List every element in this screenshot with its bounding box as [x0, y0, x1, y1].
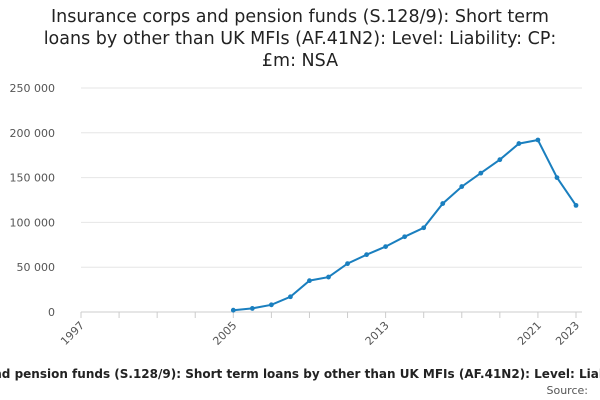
axes: [80, 311, 582, 318]
legend-entry[interactable]: Insurance corps and pension funds (S.128…: [0, 367, 600, 381]
legend: Insurance corps and pension funds (S.128…: [0, 367, 600, 383]
data-point[interactable]: [535, 137, 541, 143]
y-tick-label: 100 000: [10, 216, 56, 229]
grid-lines: [81, 87, 582, 268]
data-point[interactable]: [345, 261, 350, 267]
x-tick-label: 2021: [515, 319, 544, 348]
data-point[interactable]: [573, 202, 579, 208]
data-point[interactable]: [383, 244, 389, 249]
data-point[interactable]: [288, 294, 293, 300]
chart-title: Insurance corps and pension funds (S.128…: [0, 6, 600, 72]
source-label: Source:: [546, 384, 589, 397]
y-tick-label: 50 000: [17, 261, 56, 274]
data-point[interactable]: [307, 278, 312, 284]
x-tick-label: 1997: [58, 319, 87, 348]
data-point[interactable]: [459, 184, 465, 189]
y-tick-label: 0: [48, 306, 55, 319]
data-point[interactable]: [554, 175, 560, 181]
data-point[interactable]: [326, 274, 331, 280]
chart-title-line-3: £m: NSA: [261, 51, 339, 71]
series: [230, 137, 579, 313]
data-point[interactable]: [421, 225, 427, 231]
chart-title-line-1: Insurance corps and pension funds (S.128…: [51, 7, 549, 27]
data-point[interactable]: [364, 252, 369, 258]
series-line: [233, 138, 577, 312]
data-point[interactable]: [440, 201, 446, 206]
x-tick-label: 2023: [553, 319, 582, 348]
tick-labels: 0 50 000 100 000 150 000 200 000 250 000 1997 2…: [10, 82, 583, 348]
data-point[interactable]: [268, 302, 274, 308]
data-point[interactable]: [402, 234, 408, 240]
x-tick-label: 2013: [363, 319, 392, 348]
y-tick-label: 250 000: [10, 82, 56, 95]
data-point[interactable]: [516, 141, 522, 146]
x-tick-label: 2005: [210, 319, 239, 348]
chart-title-line-2: loans by other than UK MFIs (AF.41N2): L…: [43, 29, 557, 49]
data-point[interactable]: [497, 157, 503, 163]
data-point[interactable]: [249, 306, 255, 311]
data-point[interactable]: [478, 170, 484, 176]
y-tick-label: 150 000: [10, 172, 56, 185]
y-tick-label: 200 000: [10, 127, 56, 140]
data-point[interactable]: [230, 307, 236, 313]
